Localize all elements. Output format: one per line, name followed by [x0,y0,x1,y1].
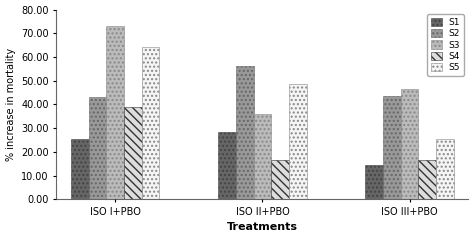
Bar [419,160,436,199]
Bar [254,114,271,199]
Bar [71,139,89,199]
X-axis label: Treatments: Treatments [227,223,298,233]
Bar [236,66,254,199]
Bar [436,139,454,199]
Legend: S1, S2, S3, S4, S5: S1, S2, S3, S4, S5 [427,14,464,76]
Bar [289,84,307,199]
Bar [271,160,289,199]
Bar [124,107,142,199]
Bar [218,132,236,199]
Bar [365,165,383,199]
Bar [401,89,419,199]
Y-axis label: % increase in mortality: % increase in mortality [6,48,16,161]
Bar [142,48,159,199]
Bar [106,26,124,199]
Bar [89,97,106,199]
Bar [383,96,401,199]
